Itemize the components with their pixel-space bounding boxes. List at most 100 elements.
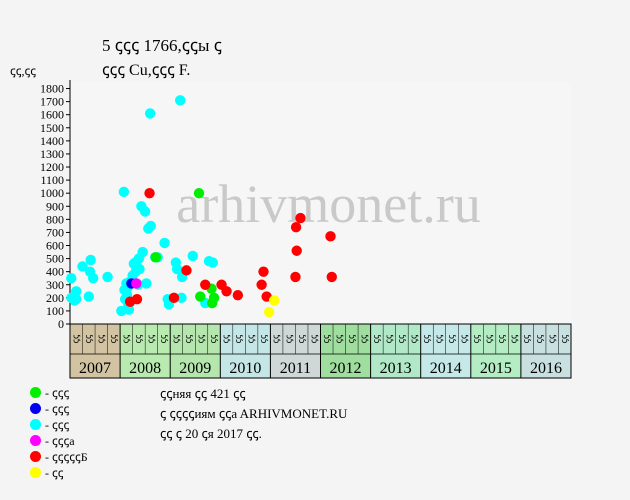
quarter-label: ꞔꞔ — [183, 334, 193, 343]
data-point — [290, 271, 301, 283]
quarter-label: ꞔꞔ — [446, 334, 456, 343]
data-point — [176, 292, 187, 304]
legend-label: - ꞔꞔꞔ — [45, 401, 70, 416]
data-point — [325, 231, 336, 242]
legend-label: - ꞔꞔꞔꞔꞔБ — [45, 449, 88, 464]
data-point — [193, 187, 205, 199]
y-tick-label: 1300 — [40, 147, 64, 161]
quarter-label: ꞔꞔ — [171, 334, 181, 343]
quarter-label: ꞔꞔ — [559, 334, 569, 343]
data-point — [137, 246, 148, 258]
y-tick-label: 1500 — [40, 121, 64, 135]
y-tick-label: 800 — [46, 212, 64, 226]
data-point — [77, 261, 88, 272]
quarter-label: ꞔꞔ — [271, 334, 281, 343]
chart-title-line2: ꞔꞔꞔ Cu,ꞔꞔꞔ F. — [102, 62, 191, 79]
plot-area — [70, 82, 571, 324]
data-point — [171, 263, 183, 275]
year-label: 2016 — [530, 360, 562, 377]
date-text: ꞔꞔ ꞔ 20 ꞔя 2017 ꞔꞔ. — [160, 426, 262, 441]
legend-dot-icon — [30, 466, 41, 478]
data-point — [207, 257, 218, 268]
data-point — [66, 273, 77, 284]
legend-label: - ꞔꞔꞔ — [45, 385, 70, 400]
data-point — [102, 271, 113, 283]
data-point — [134, 263, 145, 275]
quarter-label: ꞔꞔ — [358, 334, 368, 343]
legend-item: - ꞔꞔꞔ — [30, 416, 88, 432]
data-point — [175, 95, 186, 106]
quarter-label: ꞔꞔ — [120, 334, 130, 343]
data-point — [131, 293, 143, 305]
y-tick-label: 1400 — [40, 134, 64, 148]
quarter-label: ꞔꞔ — [396, 334, 406, 343]
y-tick-label: 300 — [46, 278, 64, 292]
data-point — [150, 252, 161, 263]
year-label: 2011 — [280, 360, 311, 377]
data-point — [83, 291, 94, 302]
data-point — [181, 265, 192, 276]
y-tick-label: 900 — [46, 199, 64, 213]
legend-item: - ꞔꞔꞔ — [30, 384, 88, 400]
data-point — [168, 292, 180, 304]
data-point — [187, 250, 198, 262]
legend-item: - ꞔꞔ — [30, 464, 88, 480]
data-point — [159, 237, 170, 249]
quarter-label: ꞔꞔ — [221, 334, 231, 343]
data-point — [145, 220, 156, 232]
data-point — [290, 222, 302, 233]
legend-dot-icon — [30, 434, 41, 446]
quarter-label: ꞔꞔ — [258, 334, 268, 343]
y-tick-label: 1200 — [40, 160, 64, 174]
legend-label: - ꞔꞔ — [45, 465, 64, 480]
data-point — [232, 290, 244, 301]
y-tick-label: 1600 — [40, 108, 64, 122]
y-tick-label: 1000 — [40, 186, 64, 200]
y-tick-label: 0 — [58, 317, 64, 331]
legend-item: - ꞔꞔꞔa — [30, 432, 88, 448]
data-point — [221, 286, 232, 297]
data-point — [195, 291, 206, 302]
quarter-label: ꞔꞔ — [459, 334, 469, 343]
legend-item: - ꞔꞔꞔꞔꞔБ — [30, 448, 88, 464]
legend-dot-icon — [30, 450, 41, 462]
year-label: 2007 — [79, 360, 111, 377]
info-block: ꞔꞔняя ꞔꞔ 421 ꞔꞔ ꞔ ꞔꞔꞔꞔиям ꞔꞔa ARHIVMONET… — [160, 384, 347, 444]
quarter-label: ꞔꞔ — [108, 334, 118, 343]
quarter-label: ꞔꞔ — [145, 334, 155, 343]
quarter-label: ꞔꞔ — [409, 334, 419, 343]
quarter-label: ꞔꞔ — [546, 334, 556, 343]
data-point — [256, 279, 267, 290]
year-label: 2015 — [480, 360, 512, 377]
quarter-label: ꞔꞔ — [296, 334, 306, 343]
legend-label: - ꞔꞔꞔa — [45, 433, 75, 448]
y-axis-unit: ꞔꞔ,ꞔꞔ — [10, 64, 37, 78]
data-point — [144, 108, 156, 119]
legend-item: - ꞔꞔꞔ — [30, 400, 88, 416]
year-label: 2012 — [330, 360, 362, 377]
quarter-label: ꞔꞔ — [308, 334, 318, 343]
chart-title-line1: 5 ꞔꞔꞔ 1766,ꞔꞔы ꞔ — [102, 36, 222, 55]
quarter-label: ꞔꞔ — [484, 334, 494, 343]
data-point — [141, 278, 152, 289]
data-point — [206, 297, 218, 309]
legend-label: - ꞔꞔꞔ — [45, 417, 70, 432]
quarter-label: ꞔꞔ — [496, 334, 506, 343]
quarter-label: ꞔꞔ — [70, 334, 80, 343]
legend-dot-icon — [30, 402, 41, 414]
data-point — [258, 266, 269, 277]
watermark-text: arhivmonet.ru — [176, 174, 480, 234]
legend: - ꞔꞔꞔ - ꞔꞔꞔ - ꞔꞔꞔ - ꞔꞔꞔa - ꞔꞔꞔꞔꞔБ - ꞔꞔ — [30, 384, 88, 480]
year-label: 2014 — [430, 360, 462, 377]
data-point — [71, 286, 82, 297]
quarter-label: ꞔꞔ — [233, 334, 243, 343]
data-point — [295, 212, 306, 224]
data-point — [263, 307, 275, 318]
y-tick-label: 1800 — [40, 82, 64, 96]
data-point — [200, 279, 211, 290]
quarter-label: ꞔꞔ — [208, 334, 218, 343]
legend-dot-icon — [30, 418, 41, 430]
quarter-label: ꞔꞔ — [196, 334, 206, 343]
y-tick-label: 1100 — [40, 173, 64, 187]
legend-dot-icon — [30, 386, 41, 398]
